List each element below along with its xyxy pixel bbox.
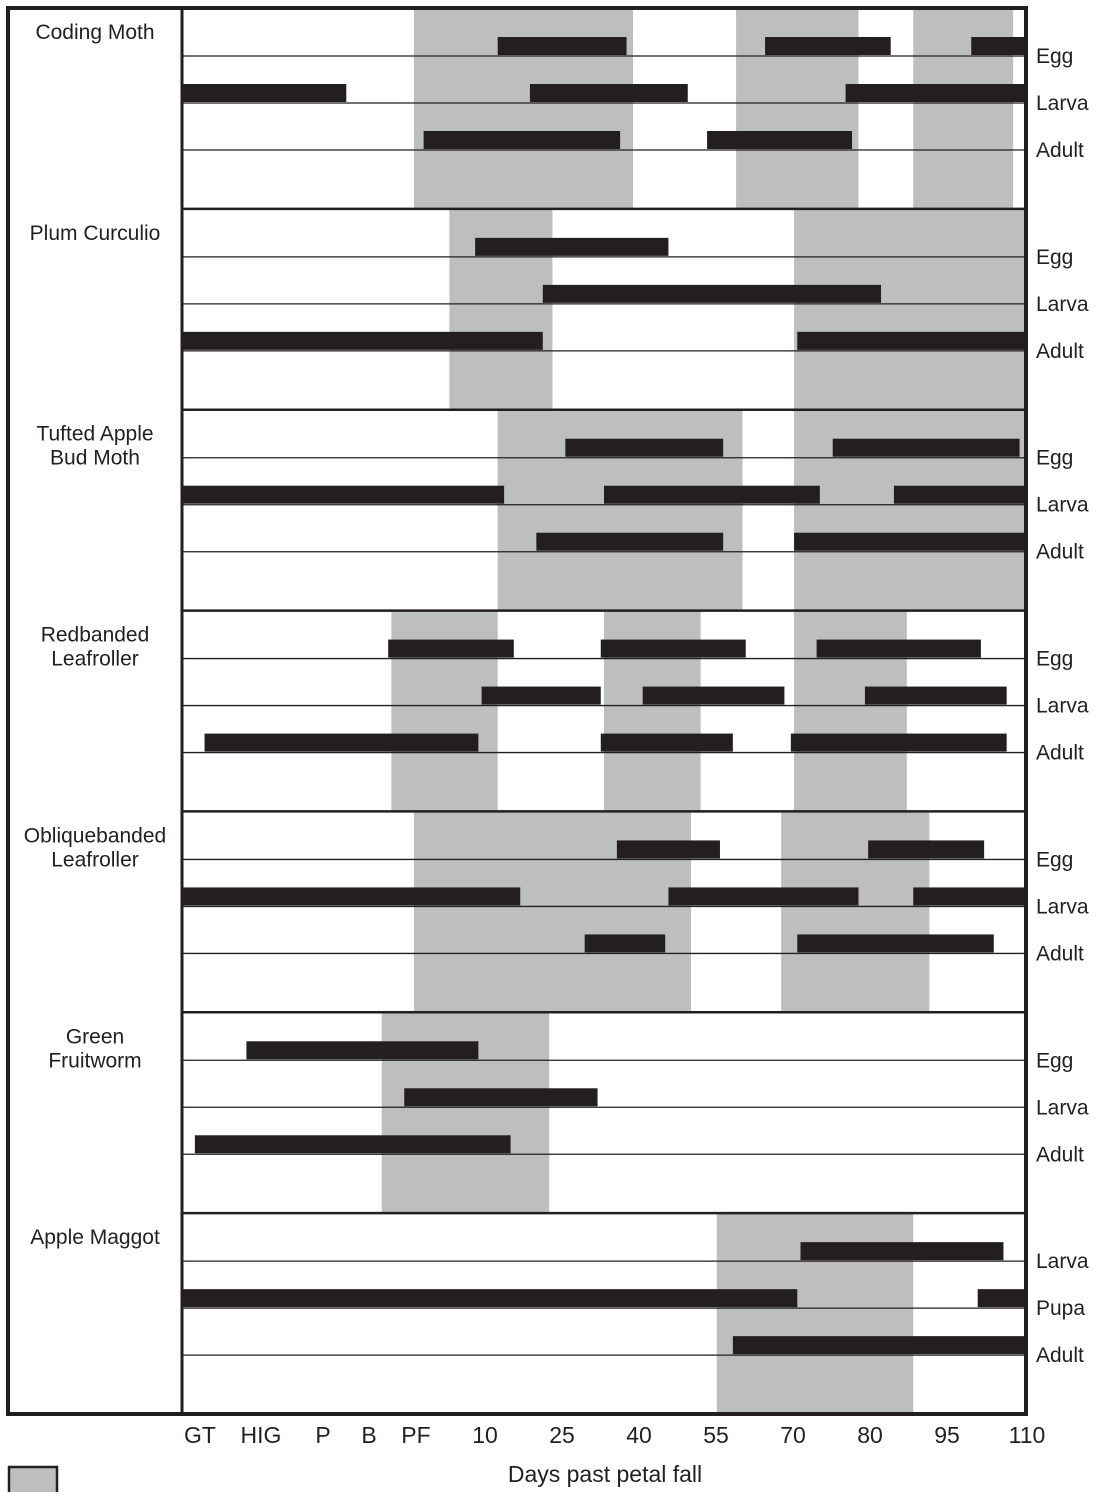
stage-label-6-1: Pupa <box>1036 1297 1085 1320</box>
stage-bar-1-0-0 <box>475 237 669 256</box>
x-tick-label-3: B <box>361 1422 376 1448</box>
stage-bar-1-2-1 <box>797 331 1026 350</box>
stage-bar-3-1-2 <box>864 686 1007 705</box>
stage-bar-6-1-1 <box>977 1289 1026 1308</box>
stage-label-1-1: Larva <box>1036 293 1089 316</box>
stage-label-1-2: Adult <box>1036 340 1084 363</box>
stage-bar-3-2-0 <box>204 733 479 752</box>
stage-bar-2-1-0 <box>182 485 505 504</box>
stage-label-0-0: Egg <box>1036 45 1073 68</box>
pest-name-5-1: Fruitworm <box>48 1049 141 1072</box>
pest-name-6-0: Apple Maggot <box>30 1226 160 1249</box>
stage-bar-4-2-0 <box>584 934 666 953</box>
stage-bar-0-1-2 <box>845 84 1026 102</box>
pest-name-4-1: Leafroller <box>51 848 139 871</box>
pest-name-2-0: Tufted Apple <box>36 423 153 446</box>
stage-label-1-0: Egg <box>1036 246 1073 269</box>
stage-label-3-0: Egg <box>1036 648 1073 671</box>
x-tick-label-10: 80 <box>857 1422 883 1448</box>
chart-frame-layer <box>6 6 1028 1497</box>
stage-bar-0-2-0 <box>423 131 621 149</box>
stage-label-6-0: Larva <box>1036 1250 1089 1273</box>
stage-bar-3-1-0 <box>481 686 601 705</box>
stage-label-4-2: Adult <box>1036 942 1084 965</box>
stage-label-2-1: Larva <box>1036 494 1089 517</box>
shaded-window-1-1 <box>794 208 1026 410</box>
x-tick-label-12: 110 <box>1009 1422 1046 1448</box>
stage-bar-3-0-0 <box>388 639 514 658</box>
stage-bar-0-0-2 <box>971 37 1026 55</box>
stage-bar-2-1-2 <box>893 485 1026 504</box>
chart-text-layer: Coding Moth Egg Larva Adult Plum Curculio Egg… <box>24 21 1089 1487</box>
stage-label-4-1: Larva <box>1036 895 1089 918</box>
stage-bar-0-2-1 <box>707 131 853 149</box>
legend-swatch <box>7 1465 59 1497</box>
x-tick-label-9: 70 <box>780 1422 806 1448</box>
stage-bar-6-2-0 <box>732 1336 1026 1355</box>
pest-name-4-0: Obliquebanded <box>24 824 166 847</box>
stage-bar-6-1-0 <box>182 1289 798 1308</box>
stage-bar-6-0-0 <box>800 1242 1004 1261</box>
stage-label-3-2: Adult <box>1036 742 1084 765</box>
stage-label-6-2: Adult <box>1036 1344 1084 1367</box>
pest-name-2-1: Bud Moth <box>50 447 140 470</box>
stage-label-5-2: Adult <box>1036 1143 1084 1166</box>
x-tick-label-0: GT <box>184 1422 216 1448</box>
pest-name-0-0: Coding Moth <box>35 21 154 44</box>
row-lines-layer <box>182 55 1026 1356</box>
stage-bar-4-1-2 <box>913 887 1026 906</box>
pest-name-3-1: Leafroller <box>51 648 139 671</box>
stage-bar-0-1-1 <box>529 84 688 102</box>
stage-bar-0-1-0 <box>182 84 347 102</box>
stage-label-0-1: Larva <box>1036 92 1089 115</box>
x-tick-label-7: 40 <box>626 1422 652 1448</box>
stage-label-0-2: Adult <box>1036 139 1084 162</box>
stage-bar-3-0-1 <box>600 639 746 658</box>
x-tick-label-1: HIG <box>241 1422 282 1448</box>
stage-bar-2-1-1 <box>604 485 820 504</box>
stage-bar-4-2-1 <box>797 934 994 953</box>
x-tick-label-8: 55 <box>703 1422 729 1448</box>
x-tick-label-4: PF <box>401 1422 430 1448</box>
stage-label-5-1: Larva <box>1036 1096 1089 1119</box>
stage-bar-1-2-0 <box>182 331 543 350</box>
x-tick-label-2: P <box>315 1422 330 1448</box>
stage-bar-2-0-1 <box>832 438 1020 457</box>
stage-bar-5-1-0 <box>404 1088 598 1107</box>
chart-frame <box>6 6 1028 1416</box>
pest-name-5-0: Green <box>66 1025 124 1048</box>
stage-bar-3-2-1 <box>600 733 733 752</box>
stage-bars-layer <box>182 37 1026 1355</box>
stage-label-5-0: Egg <box>1036 1049 1073 1072</box>
pest-name-1-0: Plum Curculio <box>30 222 161 245</box>
x-tick-label-5: 10 <box>472 1422 498 1448</box>
stage-bar-3-0-2 <box>816 639 981 658</box>
x-tick-label-6: 25 <box>549 1422 575 1448</box>
stage-label-2-0: Egg <box>1036 447 1073 470</box>
stage-bar-3-1-1 <box>642 686 785 705</box>
stage-label-4-0: Egg <box>1036 848 1073 871</box>
stage-label-2-2: Adult <box>1036 541 1084 564</box>
stage-bar-2-0-0 <box>565 438 724 457</box>
stage-label-3-1: Larva <box>1036 695 1089 718</box>
stage-bar-5-0-0 <box>246 1041 479 1060</box>
stage-bar-4-1-0 <box>182 887 521 906</box>
pest-name-3-0: Redbanded <box>41 624 150 647</box>
x-axis-title: Days past petal fall <box>508 1461 702 1487</box>
stage-bar-1-1-0 <box>542 284 882 303</box>
stage-bar-0-0-0 <box>497 37 627 55</box>
stage-bar-4-1-1 <box>668 887 859 906</box>
stage-bar-0-0-1 <box>765 37 891 55</box>
stage-bar-2-2-0 <box>536 532 724 551</box>
stage-bar-4-0-0 <box>616 840 720 859</box>
stage-bar-4-0-1 <box>868 840 985 859</box>
x-tick-label-11: 95 <box>934 1422 960 1448</box>
stage-bar-5-2-0 <box>194 1135 511 1154</box>
stage-bar-2-2-1 <box>794 532 1026 551</box>
stage-bar-3-2-2 <box>790 733 1007 752</box>
